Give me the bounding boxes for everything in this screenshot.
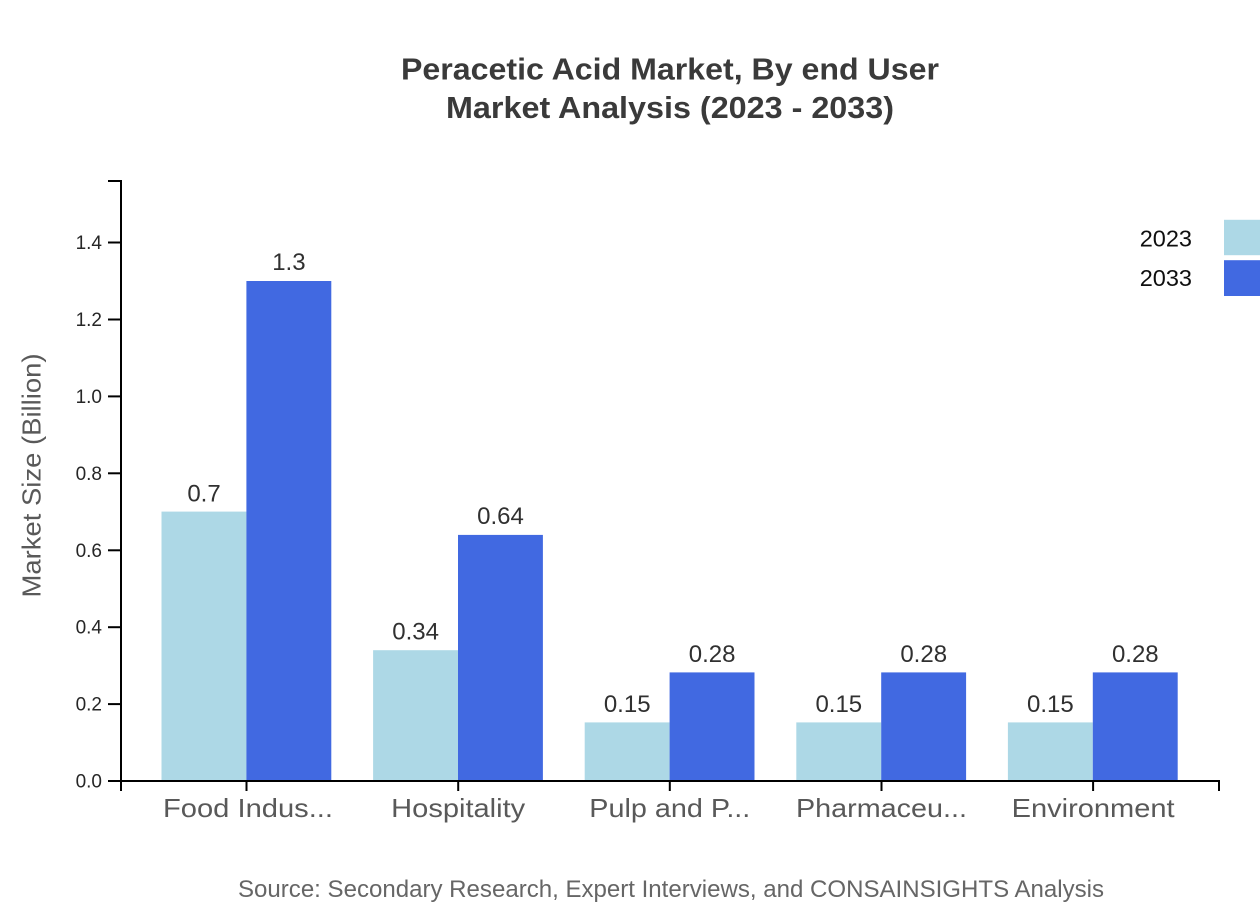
svg-text:0.64: 0.64 (477, 503, 524, 530)
svg-text:Market Analysis (2023 - 2033): Market Analysis (2023 - 2033) (446, 90, 894, 125)
svg-text:0.28: 0.28 (689, 641, 736, 668)
svg-text:Environment: Environment (1012, 793, 1176, 823)
svg-text:1.2: 1.2 (76, 310, 102, 331)
svg-text:0.34: 0.34 (392, 618, 439, 645)
svg-text:0.8: 0.8 (76, 464, 102, 485)
svg-text:1.0: 1.0 (76, 387, 102, 408)
svg-text:1.3: 1.3 (272, 249, 305, 276)
svg-text:Market Size (Billion): Market Size (Billion) (17, 354, 47, 598)
svg-text:0.28: 0.28 (1112, 641, 1159, 668)
svg-text:0.0: 0.0 (76, 772, 102, 793)
svg-text:0.6: 0.6 (76, 541, 102, 562)
svg-text:0.2: 0.2 (76, 695, 102, 716)
svg-text:0.15: 0.15 (1027, 691, 1074, 718)
svg-text:Source: Secondary Research, Ex: Source: Secondary Research, Expert Inter… (238, 876, 1104, 903)
svg-text:Pharmaceu...: Pharmaceu... (796, 793, 967, 823)
svg-text:0.28: 0.28 (900, 641, 947, 668)
svg-text:1.4: 1.4 (76, 233, 103, 254)
svg-text:0.7: 0.7 (187, 480, 220, 507)
svg-text:0.4: 0.4 (76, 618, 103, 639)
svg-text:Hospitality: Hospitality (391, 793, 525, 823)
svg-text:Food Indus...: Food Indus... (163, 793, 333, 823)
svg-text:0.15: 0.15 (815, 691, 862, 718)
svg-text:Pulp and P...: Pulp and P... (589, 793, 750, 823)
svg-text:Peracetic Acid Market, By end: Peracetic Acid Market, By end User (401, 52, 939, 87)
svg-text:0.15: 0.15 (604, 691, 651, 718)
svg-text:2023: 2023 (1140, 225, 1192, 251)
svg-text:2033: 2033 (1140, 265, 1192, 291)
